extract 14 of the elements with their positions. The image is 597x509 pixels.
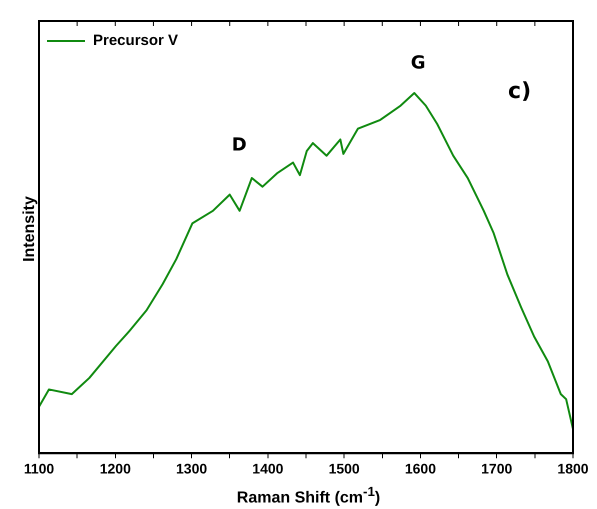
legend-label: Precursor V: [93, 32, 178, 50]
x-axis-title: Raman Shift (cm$^{-1}$): [236, 484, 382, 508]
x-tick-label: 1200: [100, 460, 132, 476]
x-tick-label: 1500: [328, 460, 360, 476]
text: G: [410, 52, 426, 74]
y-axis-title: Intensity: [21, 195, 39, 264]
x-tick-label: 1400: [252, 460, 284, 476]
annotation: D: [232, 134, 247, 156]
x-tick-label: 1300: [176, 460, 208, 476]
x-tick-label: 1600: [404, 460, 436, 476]
annotation: c): [508, 78, 532, 104]
x-tick-label: 1100: [24, 460, 54, 476]
x-tick-label: 1800: [557, 460, 589, 476]
x-tick-label: 1700: [481, 460, 512, 476]
